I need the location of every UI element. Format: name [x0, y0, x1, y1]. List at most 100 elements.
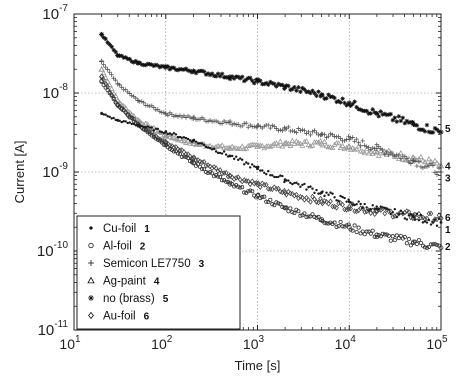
- trace-point: [153, 107, 159, 113]
- trace-point: [173, 149, 178, 154]
- trace-point: [345, 200, 348, 203]
- trace-point: [327, 193, 330, 197]
- trace-point: [298, 213, 303, 218]
- trace-point: [193, 70, 199, 76]
- trace-point: [356, 107, 361, 112]
- trace-point: [335, 140, 342, 146]
- trace-point: [101, 62, 106, 67]
- legend: Cu-foil 1 Al-foil 2 Semicon LE7750 3 Ag-paint 4…: [76, 215, 241, 330]
- trace-point: [134, 124, 137, 127]
- trace-point: [157, 109, 163, 114]
- trace-point: [354, 230, 359, 235]
- trace-point: [432, 125, 438, 131]
- trace-point: [402, 121, 408, 126]
- trace-point: [282, 187, 287, 194]
- trace-point: [127, 113, 133, 119]
- trace-point: [228, 154, 232, 158]
- trace-point: [128, 121, 131, 124]
- trace-point: [417, 218, 421, 222]
- trace-point: [414, 214, 420, 221]
- trace-point: [262, 81, 267, 87]
- trace-point: [287, 179, 290, 182]
- trace-point: [296, 126, 301, 131]
- trace-point: [284, 205, 289, 210]
- trace-point: [361, 206, 364, 210]
- trace-point: [342, 224, 347, 229]
- trace-point: [411, 214, 415, 217]
- trace-point: [317, 138, 324, 144]
- trace-point: [214, 150, 218, 153]
- trace-point: [194, 140, 198, 143]
- legend-entry: Ag-paint 4: [87, 276, 160, 288]
- trace-point: [420, 214, 426, 221]
- trace-point: [347, 198, 350, 201]
- trace-point: [221, 170, 227, 176]
- trace-point: [276, 201, 281, 206]
- trace-point: [280, 204, 285, 209]
- trace-point: [340, 96, 345, 101]
- trace-point: [332, 95, 337, 101]
- trace-point: [155, 107, 161, 112]
- trace-point: [173, 113, 179, 118]
- trace-point: [260, 180, 265, 187]
- trace-point: [323, 194, 326, 198]
- trace-point: [302, 211, 307, 216]
- trace-point: [289, 181, 292, 185]
- trace-point: [240, 185, 245, 190]
- trace-point: [167, 146, 172, 151]
- trace-point: [286, 83, 291, 89]
- trace-point: [432, 242, 438, 247]
- trace-point: [313, 191, 316, 195]
- trace-point: [262, 194, 267, 199]
- trace-point: [264, 181, 269, 188]
- trace-point: [181, 67, 187, 72]
- legend-entry: Al-foil 2: [88, 241, 146, 253]
- trace-point: [294, 191, 299, 198]
- trace-point: [159, 63, 165, 69]
- trace-point: [368, 111, 373, 116]
- trace-point: [213, 143, 219, 149]
- trace-point: [369, 207, 372, 211]
- trace-point: [146, 125, 150, 128]
- trace-point: [215, 71, 221, 76]
- trace-point: [275, 175, 278, 179]
- trace-point: [99, 78, 104, 84]
- trace-point: [200, 142, 204, 145]
- trace-point: [191, 114, 197, 120]
- trace-point: [318, 93, 323, 99]
- series-al-foil: [99, 78, 444, 251]
- trace-point: [231, 76, 237, 81]
- trace-point: [374, 111, 379, 116]
- trace-point: [422, 129, 428, 134]
- trace-point: [294, 130, 299, 135]
- trace-point: [236, 158, 240, 162]
- trace-point: [101, 82, 106, 87]
- legend-entry: Au-foil 6: [88, 311, 150, 323]
- trace-point: [339, 142, 346, 148]
- trace-point: [300, 85, 305, 91]
- trace-point: [244, 77, 249, 82]
- trace-point: [286, 188, 291, 195]
- trace-point: [329, 144, 336, 150]
- trace-point: [334, 99, 339, 105]
- trace-point: [127, 115, 132, 120]
- trace-point: [274, 200, 279, 205]
- trace-point: [435, 224, 439, 227]
- trace-point: [176, 135, 180, 139]
- trace-point: [166, 132, 170, 136]
- trace-point: [263, 171, 266, 174]
- trace-point: [406, 237, 411, 242]
- trace-point: [196, 142, 200, 145]
- trace-point: [437, 217, 441, 220]
- trace-point: [309, 185, 312, 188]
- trace-point: [277, 138, 284, 144]
- trace-point: [131, 60, 136, 65]
- trace-point: [399, 209, 403, 213]
- x-tick-label: 102: [151, 334, 173, 352]
- trace-point: [239, 143, 246, 149]
- trace-point: [220, 178, 225, 183]
- trace-point: [361, 150, 368, 156]
- trace-point: [271, 174, 274, 177]
- trace-point: [434, 127, 440, 132]
- trace-point: [99, 73, 104, 80]
